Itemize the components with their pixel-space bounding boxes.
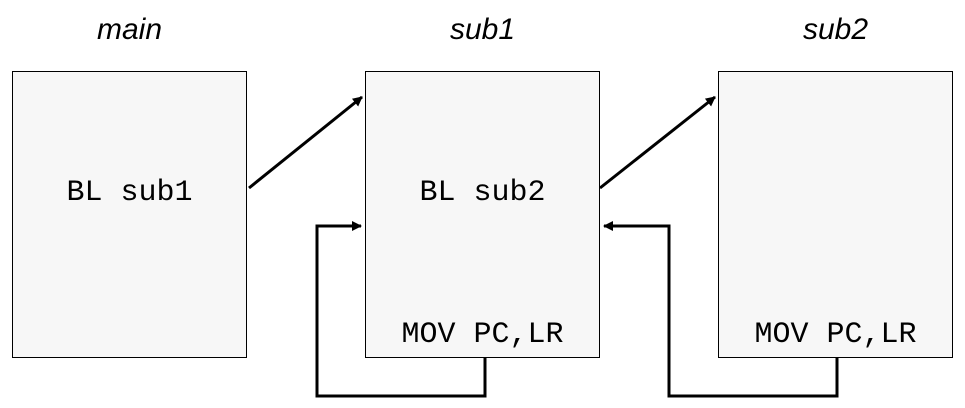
return-arrow-sub1-to-main	[315, 221, 487, 398]
call-arrow-sub1-to-sub2	[599, 95, 716, 190]
call-arrow-main-to-sub1	[248, 95, 363, 190]
return-arrow-sub2-to-sub1	[603, 221, 839, 398]
sub2-return-instruction: MOV PC,LR	[754, 318, 917, 352]
sub2-title: sub2	[802, 13, 869, 46]
sub1-return-instruction: MOV PC,LR	[401, 318, 564, 352]
main-box: BL sub1	[12, 71, 247, 358]
sub1-title: sub1	[449, 13, 516, 46]
main-title: main	[96, 13, 163, 46]
sub1-call-instruction: BL sub2	[419, 176, 546, 210]
sub1-box: BL sub2 MOV PC,LR	[365, 71, 600, 358]
main-call-instruction: BL sub1	[66, 176, 193, 210]
sub2-box: MOV PC,LR	[718, 71, 953, 358]
